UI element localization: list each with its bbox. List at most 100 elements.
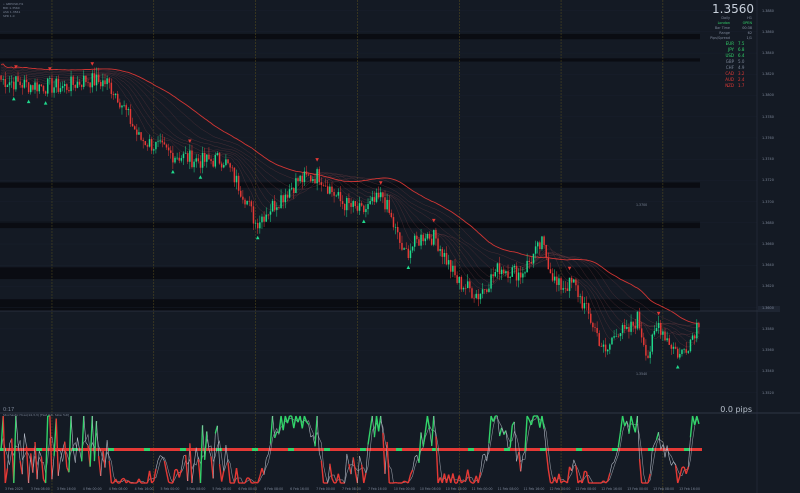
oscillator-extreme-segment bbox=[337, 473, 342, 484]
candle-body bbox=[640, 328, 643, 338]
candle-body bbox=[403, 248, 405, 250]
supply-zone bbox=[0, 182, 700, 188]
candle-body bbox=[581, 296, 584, 309]
candle-body bbox=[551, 273, 554, 281]
buy-arrow-icon bbox=[43, 101, 48, 105]
oscillator-extreme-segment bbox=[331, 478, 335, 484]
info-label: Daily bbox=[721, 16, 730, 20]
candle-body bbox=[93, 73, 96, 86]
candle-body bbox=[488, 288, 490, 292]
oscillator-extreme-segment bbox=[108, 460, 113, 484]
oscillator-extreme-segment bbox=[184, 454, 189, 482]
candle-body bbox=[394, 227, 397, 228]
oscillator-extreme-segment bbox=[375, 415, 380, 432]
candle-body bbox=[174, 157, 176, 163]
candle-body bbox=[594, 327, 596, 328]
candle-body bbox=[358, 203, 361, 211]
candle-body bbox=[46, 78, 49, 94]
price-tick: 1.3740 bbox=[762, 157, 774, 162]
candle-body bbox=[365, 209, 367, 213]
oscillator-segment bbox=[611, 461, 615, 465]
candle-body bbox=[662, 331, 664, 335]
candle-body bbox=[481, 289, 484, 294]
strength-currency: NZD bbox=[725, 83, 734, 88]
buy-arrow-icon bbox=[26, 99, 31, 104]
candle-body bbox=[295, 178, 297, 193]
candle-body bbox=[30, 85, 32, 93]
candle-body bbox=[477, 293, 480, 300]
candle-body bbox=[360, 203, 363, 206]
candle-body bbox=[496, 263, 499, 272]
candle-body bbox=[579, 296, 581, 298]
oscillator-segment bbox=[505, 430, 509, 448]
oscillator-extreme-segment bbox=[369, 415, 373, 431]
time-tick: 4 Feb 16:00 bbox=[134, 487, 154, 491]
oscillator-extreme-segment bbox=[199, 425, 204, 484]
oscillator-extreme-segment bbox=[261, 467, 265, 475]
oscillator-extreme-segment bbox=[153, 468, 157, 482]
candle-body bbox=[17, 76, 19, 82]
candle-body bbox=[407, 248, 410, 259]
candle-body bbox=[131, 123, 134, 127]
candle-body bbox=[384, 197, 386, 210]
candles[interactable] bbox=[0, 67, 700, 364]
candle-body bbox=[590, 313, 592, 323]
oscillator-segment bbox=[380, 415, 384, 434]
time-tick: 10 Feb 00:00 bbox=[393, 487, 415, 491]
price-tick: 1.3540 bbox=[762, 369, 774, 374]
oscillator-extreme-segment bbox=[541, 415, 545, 430]
candle-body bbox=[293, 188, 295, 193]
strength-row: JPY 6.8 bbox=[722, 47, 752, 53]
info-label: London bbox=[717, 21, 730, 25]
candle-body bbox=[125, 105, 127, 110]
candle-body bbox=[23, 79, 26, 88]
oscillator-midline-segment bbox=[468, 448, 474, 451]
info-value: H1 bbox=[747, 16, 752, 20]
oscillator-segment bbox=[308, 424, 312, 438]
candle-body bbox=[218, 153, 221, 164]
candle-body bbox=[676, 348, 679, 358]
oscillator-extreme-segment bbox=[524, 415, 528, 452]
candle-body bbox=[254, 222, 257, 224]
candle-body bbox=[265, 214, 267, 222]
oscillator-extreme-segment bbox=[80, 415, 85, 462]
price-tick: 1.3780 bbox=[762, 114, 774, 119]
candle-body bbox=[38, 84, 40, 92]
candle-body bbox=[66, 84, 68, 90]
candle-body bbox=[575, 279, 577, 286]
candle-body bbox=[70, 76, 72, 92]
oscillator-segment bbox=[414, 454, 418, 458]
strength-currency: JPY bbox=[728, 47, 734, 52]
strength-row: GBP 5.0 bbox=[722, 59, 752, 65]
oscillator-label: Stochastic Hi-Lo(14,3,3) [Fast %K, Slow … bbox=[3, 413, 70, 417]
oscillator-extreme-segment bbox=[320, 460, 325, 484]
oscillator-panel[interactable] bbox=[0, 415, 702, 485]
oscillator-midline-segment bbox=[396, 448, 402, 451]
oscillator-midline-segment bbox=[588, 448, 594, 451]
strength-value: 2.4 bbox=[738, 77, 745, 82]
candle-body bbox=[4, 78, 7, 87]
oscillator-midline-segment bbox=[312, 448, 318, 451]
sell-arrow-icon bbox=[48, 67, 52, 71]
oscillator-extreme-segment bbox=[123, 478, 127, 484]
oscillator-segment bbox=[522, 451, 526, 456]
oscillator-midline-segment bbox=[204, 448, 210, 451]
oscillator-segment bbox=[359, 455, 362, 465]
oscillator-extreme-segment bbox=[401, 480, 405, 484]
candle-body bbox=[655, 328, 658, 332]
candle-body bbox=[585, 303, 588, 304]
candle-body bbox=[549, 269, 552, 274]
candle-body bbox=[657, 322, 660, 329]
strength-row: NZD 1.7 bbox=[722, 83, 752, 89]
candle-body bbox=[628, 327, 630, 332]
oscillator-extreme-segment bbox=[214, 425, 219, 434]
candle-body bbox=[592, 322, 594, 328]
oscillator-midline-segment bbox=[540, 448, 546, 451]
candle-body bbox=[490, 274, 492, 289]
info-value: 00:38 bbox=[742, 26, 752, 30]
candle-body bbox=[653, 331, 656, 335]
oscillator-extreme-segment bbox=[407, 474, 412, 484]
oscillator-extreme-segment bbox=[68, 415, 72, 473]
candle-body bbox=[229, 163, 231, 168]
